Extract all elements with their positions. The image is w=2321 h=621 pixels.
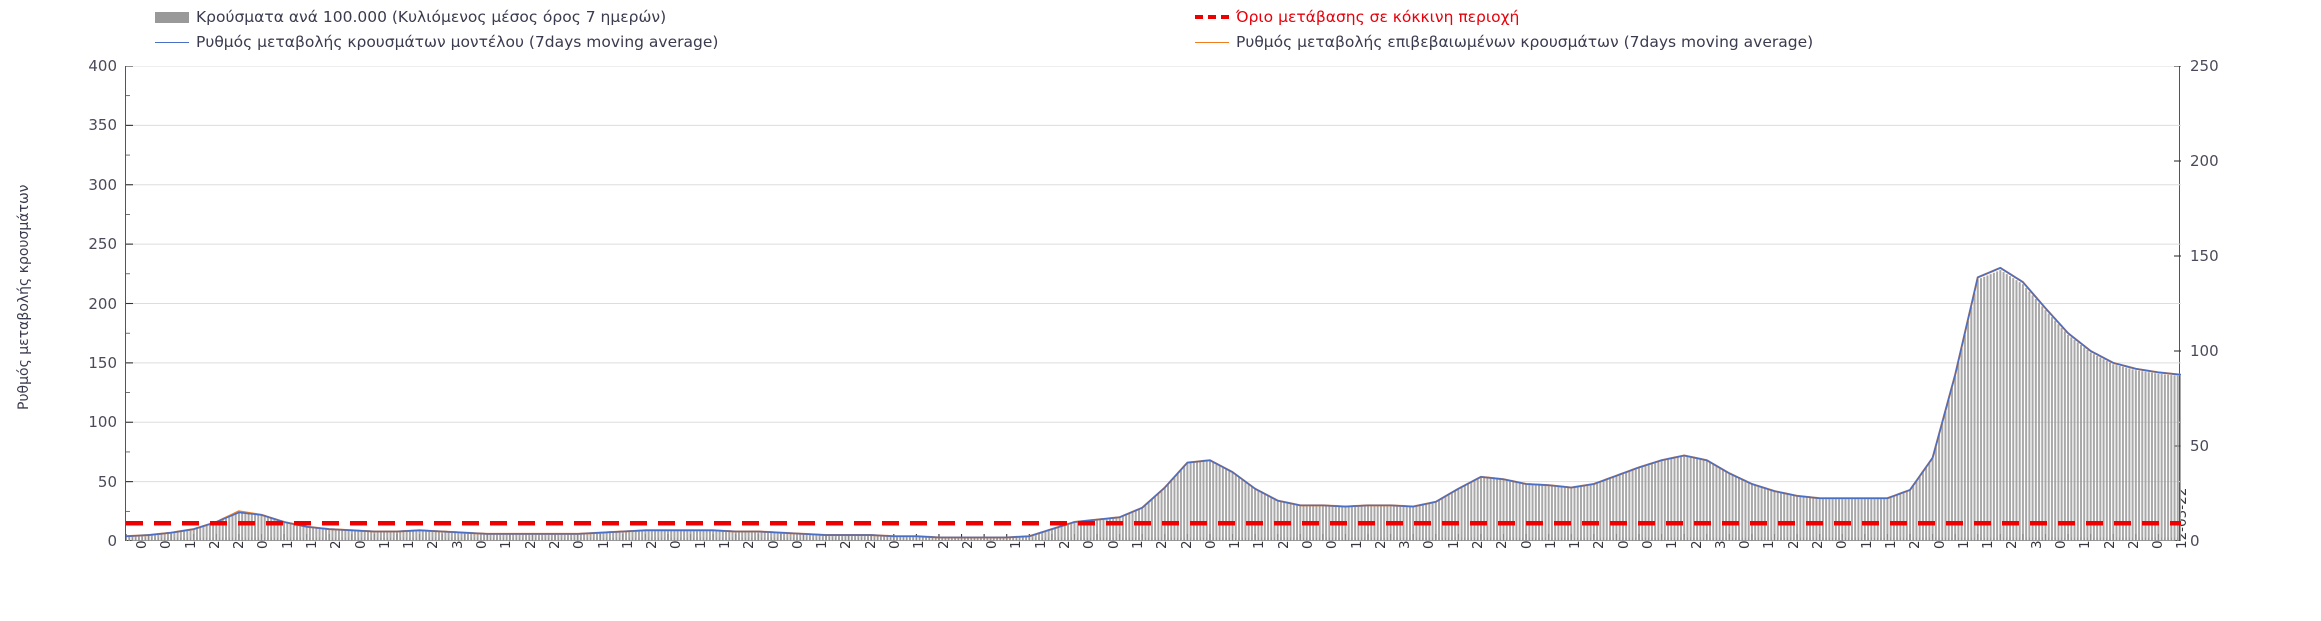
y-tick-left: 100 — [88, 413, 117, 432]
y-tick-left: 200 — [88, 294, 117, 313]
orange-line-swatch-icon — [1195, 41, 1229, 43]
legend-item-cases-per-100k[interactable]: Κρούσματα ανά 100.000 (Κυλιόμενος μέσος … — [155, 8, 666, 26]
y-tick-right: 50 — [2190, 437, 2210, 455]
legend-item-model-rate[interactable]: Ρυθμός μεταβολής κρουσμάτων μοντέλου (7d… — [155, 33, 718, 51]
y-tick-right: 100 — [2190, 342, 2219, 360]
chart-canvas — [126, 66, 2181, 541]
legend-item-confirmed-rate[interactable]: Ρυθμός μεταβολής επιβεβαιωμένων κρουσμάτ… — [1195, 33, 1813, 51]
y-tick-right: 0 — [2190, 532, 2200, 550]
chart-legend: Κρούσματα ανά 100.000 (Κυλιόμενος μέσος … — [0, 0, 2321, 56]
dashed-line-swatch-icon — [1195, 15, 1229, 19]
y-axis-left-title: Ρυθμός μεταβολής κρουσμάτων — [16, 184, 32, 411]
legend-label-threshold: Όριο μετάβασης σε κόκκινη περιοχή — [1236, 8, 1520, 26]
y-tick-left: 150 — [88, 353, 117, 372]
blue-line-swatch-icon — [155, 41, 189, 43]
legend-label-model-rate: Ρυθμός μεταβολής κρουσμάτων μοντέλου (7d… — [196, 33, 719, 51]
y-tick-left: 50 — [97, 472, 117, 491]
y-tick-right: 200 — [2190, 152, 2219, 170]
y-tick-left: 0 — [107, 532, 117, 550]
legend-label-cases-per-100k: Κρούσματα ανά 100.000 (Κυλιόμενος μέσος … — [196, 8, 667, 26]
y-tick-left: 350 — [88, 116, 117, 135]
legend-label-confirmed-rate: Ρυθμός μεταβολής επιβεβαιωμένων κρουσμάτ… — [1236, 33, 1814, 51]
y-tick-left: 300 — [88, 175, 117, 194]
bar-swatch-icon — [155, 11, 189, 23]
y-tick-left: 250 — [88, 235, 117, 254]
y-tick-left: 400 — [88, 57, 117, 75]
y-tick-right: 150 — [2190, 247, 2219, 265]
y-tick-right: 250 — [2190, 57, 2219, 75]
legend-item-threshold[interactable]: Όριο μετάβασης σε κόκκινη περιοχή — [1195, 8, 1519, 26]
plot-area — [125, 66, 2181, 541]
